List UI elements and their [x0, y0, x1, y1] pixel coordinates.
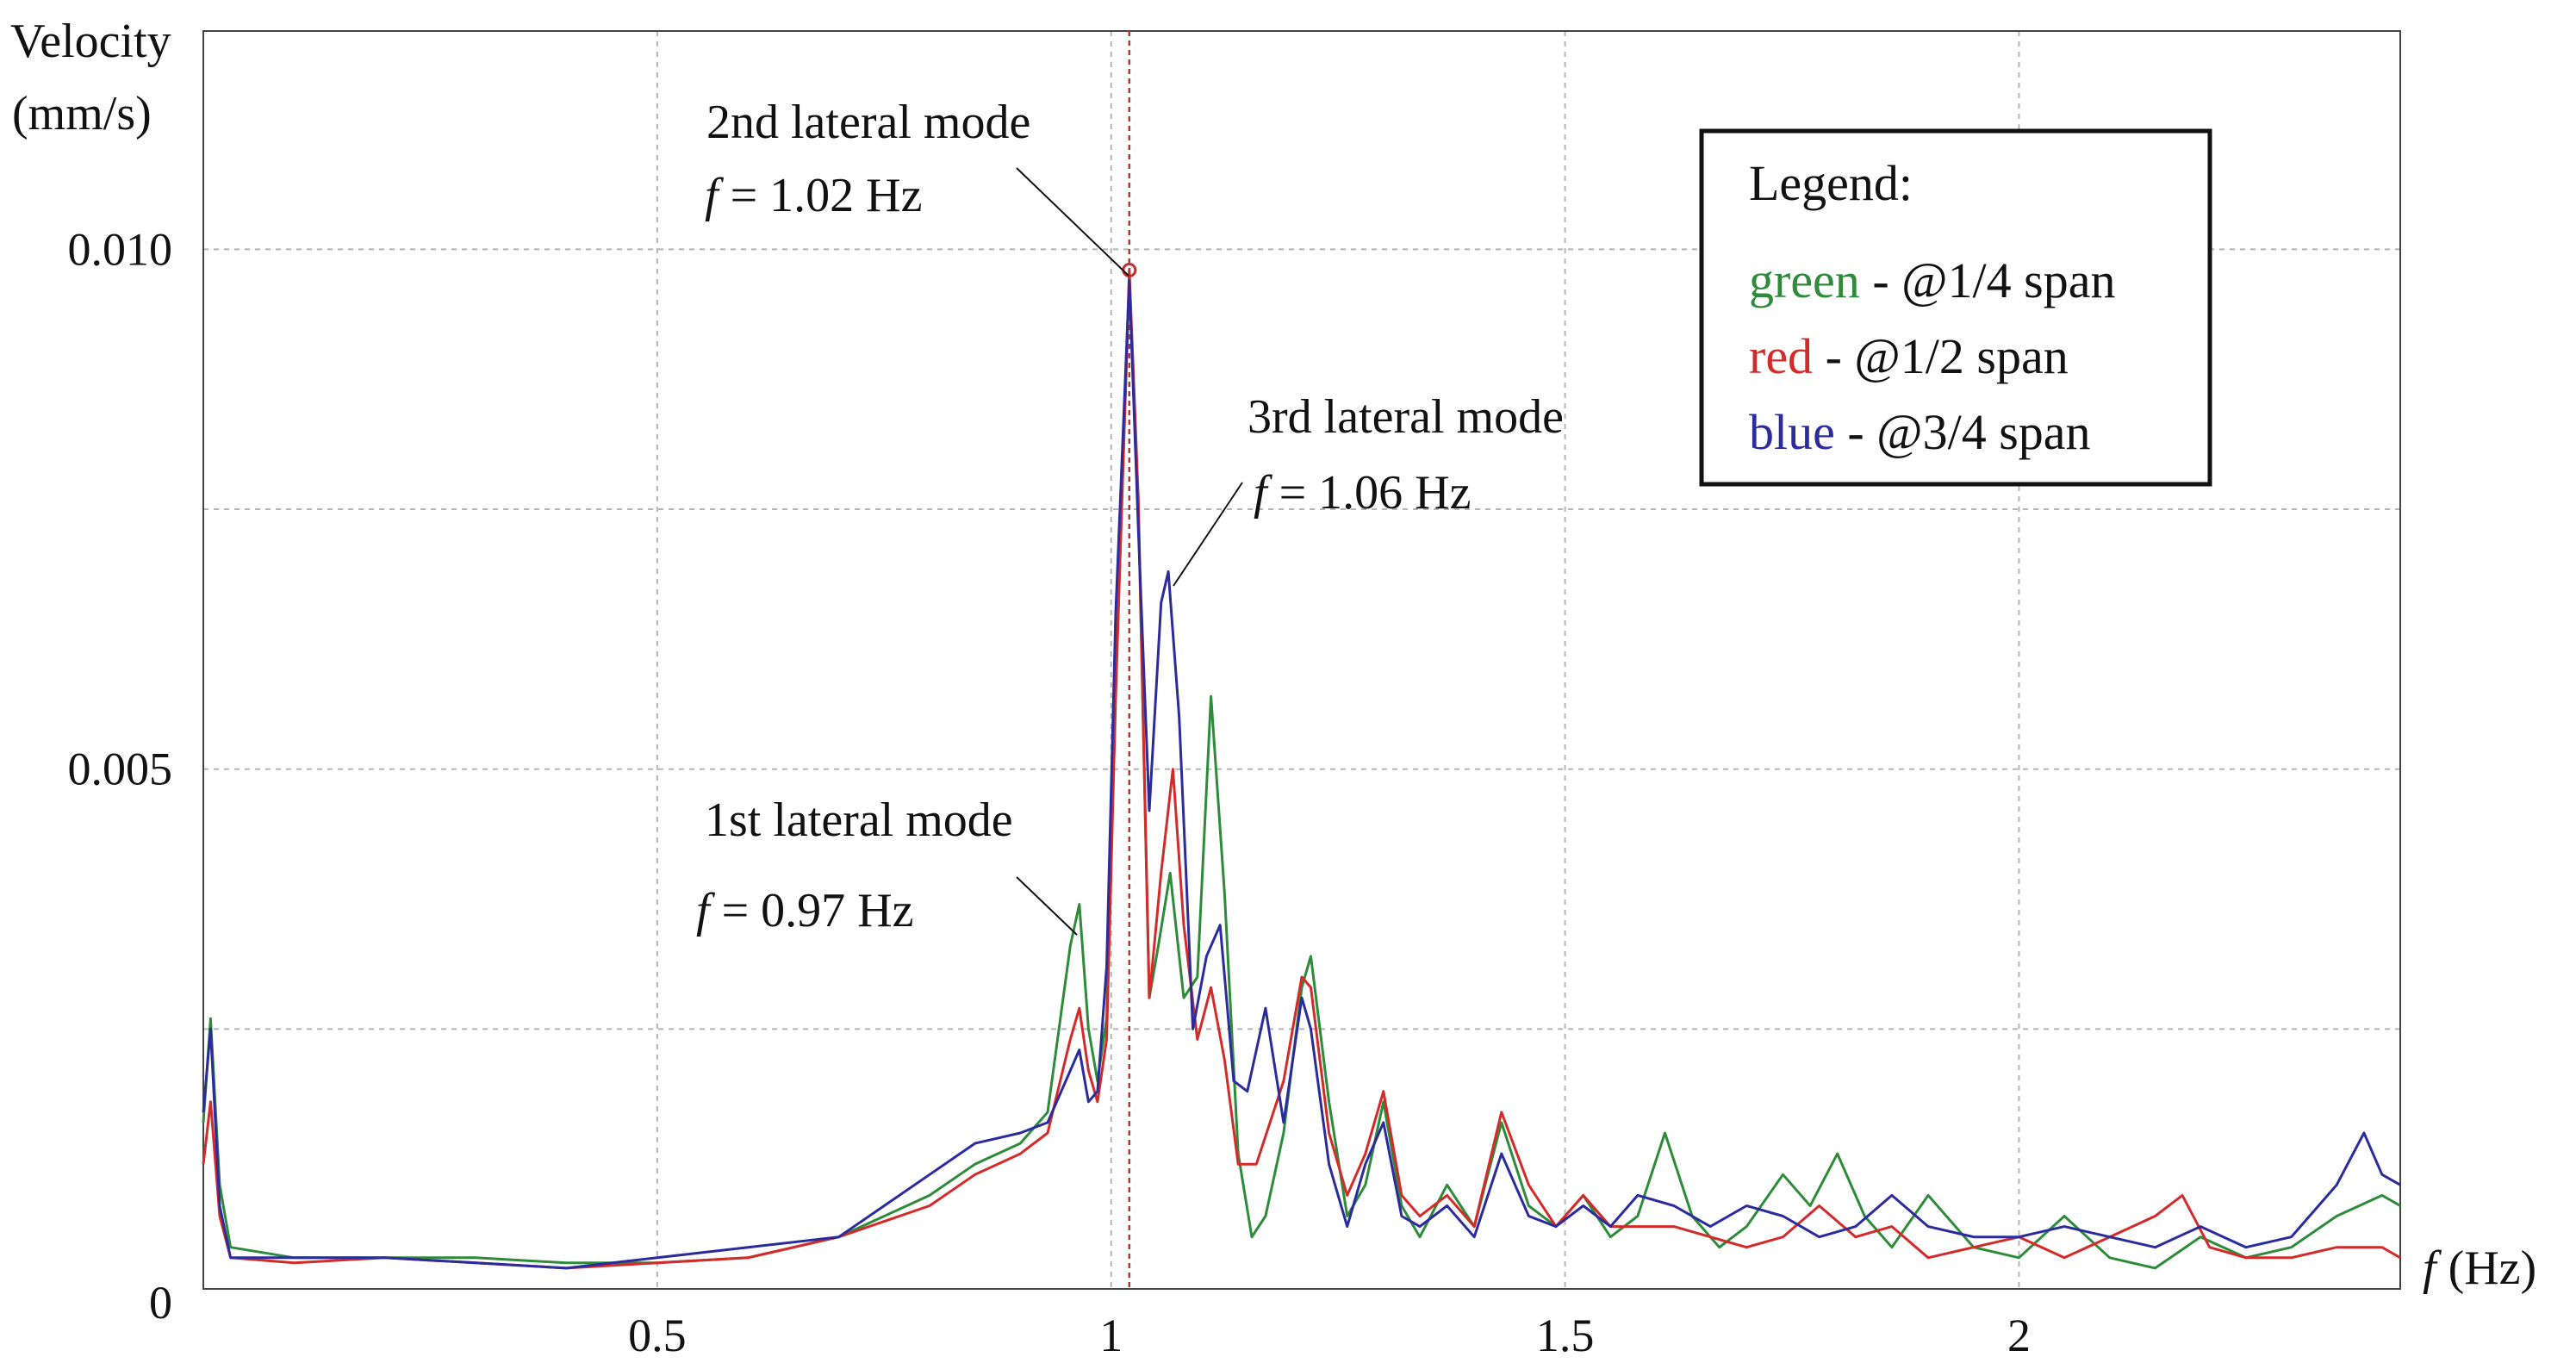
annotation-num-mode2: = 1.02 Hz — [719, 169, 923, 222]
legend-color-word-blue: blue — [1749, 404, 1835, 460]
legend-box — [1699, 128, 2212, 487]
annotation-value-mode1: f = 0.97 Hz — [696, 884, 913, 937]
x-tick-label-0: 0.5 — [628, 1310, 687, 1361]
annotation-num-mode1: = 0.97 Hz — [710, 884, 914, 937]
annotation-value-mode2: f = 1.02 Hz — [705, 169, 922, 222]
legend-title: Legend: — [1749, 155, 1913, 211]
legend-desc-blue: - @3/4 span — [1835, 404, 2091, 460]
annotation-layer: 1st lateral mode f = 0.97 Hz 2nd lateral m… — [696, 96, 1564, 937]
x-axis-label: f (Hz) — [2423, 1242, 2536, 1295]
annotation-leader-mode1 — [1016, 876, 1078, 936]
annotation-value-mode3: f = 1.06 Hz — [1254, 466, 1471, 520]
annotation-num-mode3: = 1.06 Hz — [1267, 466, 1472, 520]
legend-desc-red: - @1/2 span — [1813, 328, 2069, 384]
legend-entry-red: red - @1/2 span — [1749, 328, 2069, 384]
legend: Legend: green - @1/4 span red - @1/2 spa… — [1699, 128, 2212, 487]
x-axis-label-unit: (Hz) — [2436, 1242, 2537, 1295]
annotation-title-mode2: 2nd lateral mode — [706, 96, 1030, 149]
legend-entry-blue: blue - @3/4 span — [1749, 404, 2091, 460]
legend-color-word-green: green — [1749, 252, 1860, 308]
series-line-red — [202, 269, 2401, 1270]
legend-color-word-red: red — [1749, 328, 1813, 384]
legend-entry-green: green - @1/4 span — [1749, 252, 2115, 308]
series-line-green — [202, 279, 2401, 1270]
x-tick-label-2: 1.5 — [1536, 1310, 1595, 1361]
y-tick-label-2: 0.010 — [68, 223, 173, 275]
y-axis-label-line1: Velocity — [10, 15, 171, 68]
x-tick-label-3: 2 — [2007, 1310, 2031, 1361]
tick-labels: 0.5 1 1.5 2 0 0.005 0.010 — [68, 223, 2031, 1361]
plot-frame — [202, 30, 2401, 1290]
series-line-blue — [202, 279, 2401, 1270]
annotation-leader-mode2 — [1016, 167, 1129, 277]
series-layer — [202, 263, 2401, 1270]
y-tick-label-1: 0.005 — [68, 744, 173, 795]
y-axis-label-line2: (mm/s) — [12, 87, 152, 140]
annotation-title-mode1: 1st lateral mode — [705, 794, 1013, 847]
y-tick-label-0: 0 — [149, 1277, 172, 1329]
legend-desc-green: - @1/4 span — [1860, 252, 2116, 308]
x-tick-label-1: 1 — [1099, 1310, 1123, 1361]
annotation-title-mode3: 3rd lateral mode — [1248, 390, 1564, 444]
annotation-leader-mode3 — [1173, 482, 1243, 587]
